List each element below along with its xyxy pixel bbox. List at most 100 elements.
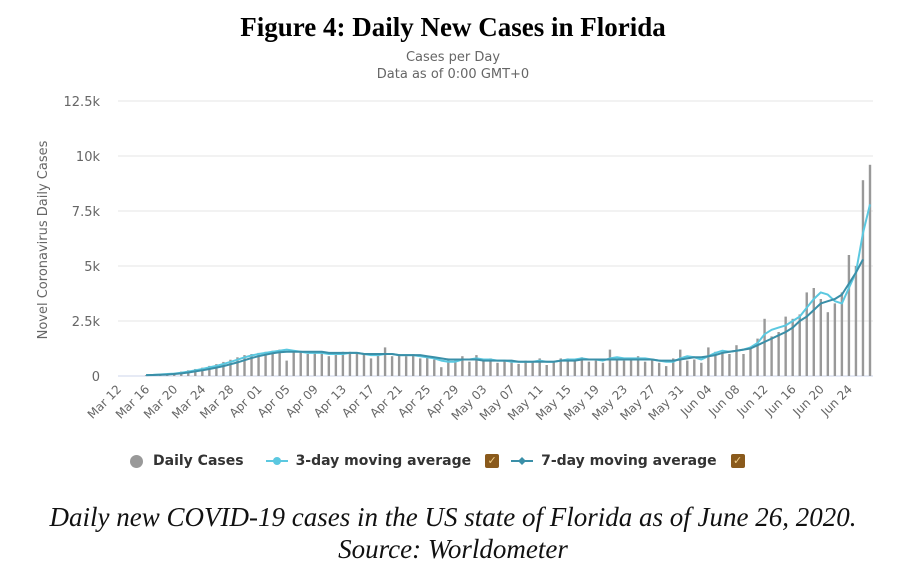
bar[interactable] [208, 365, 211, 376]
bar[interactable] [672, 358, 675, 376]
bar[interactable] [222, 361, 225, 376]
line-7day-moving-average[interactable] [146, 258, 864, 377]
bar[interactable] [426, 356, 429, 376]
bar[interactable] [503, 360, 506, 376]
bar[interactable] [693, 359, 696, 377]
bar[interactable] [236, 357, 239, 376]
legend-item-3day[interactable]: 3-day moving average [265, 453, 471, 469]
bar[interactable] [714, 351, 717, 376]
bar[interactable] [292, 351, 295, 376]
bar[interactable] [742, 354, 745, 376]
bar[interactable] [552, 361, 555, 376]
bar[interactable] [524, 360, 527, 376]
line-3day-moving-average[interactable] [146, 204, 871, 377]
bar[interactable] [770, 336, 773, 376]
bar[interactable] [664, 366, 668, 376]
bar[interactable] [355, 352, 359, 376]
bar[interactable] [594, 360, 598, 376]
bar[interactable] [749, 347, 752, 376]
bar[interactable] [362, 354, 366, 376]
bar[interactable] [531, 361, 534, 376]
bar[interactable] [250, 354, 253, 376]
bar[interactable] [306, 354, 309, 376]
bar[interactable] [376, 355, 380, 376]
bar[interactable] [257, 352, 260, 376]
bar[interactable] [573, 360, 577, 376]
legend-item-7day[interactable]: 7-day moving average [511, 453, 717, 469]
bar[interactable] [868, 164, 872, 376]
bar[interactable] [707, 347, 710, 376]
bar[interactable] [721, 351, 724, 376]
bar[interactable] [861, 180, 865, 376]
bar[interactable] [299, 351, 302, 376]
bar[interactable] [285, 360, 288, 376]
bar[interactable] [313, 352, 316, 376]
bar[interactable] [390, 356, 394, 376]
bar[interactable] [348, 351, 352, 376]
bar[interactable] [369, 358, 373, 376]
bar[interactable] [798, 314, 801, 376]
bar[interactable] [756, 338, 759, 376]
bar[interactable] [243, 355, 246, 376]
bar[interactable] [700, 362, 703, 376]
bar[interactable] [735, 345, 738, 376]
bar[interactable] [433, 359, 436, 377]
bar[interactable] [278, 349, 281, 376]
bar[interactable] [538, 358, 541, 376]
checkbox-7day-icon[interactable]: ✓ [730, 454, 745, 468]
bar[interactable] [411, 354, 415, 376]
bar[interactable] [728, 354, 731, 376]
bar[interactable] [566, 358, 569, 376]
bar[interactable] [517, 363, 520, 376]
bar[interactable] [840, 292, 844, 376]
bar[interactable] [194, 368, 197, 376]
bar[interactable] [545, 365, 548, 376]
bar[interactable] [833, 303, 837, 376]
bar[interactable] [763, 318, 766, 376]
bar[interactable] [615, 358, 619, 376]
bar[interactable] [482, 360, 485, 376]
bar[interactable] [580, 357, 584, 376]
bar[interactable] [819, 299, 823, 376]
bar[interactable] [643, 361, 647, 376]
bar[interactable] [826, 312, 830, 376]
checkbox-3day-icon[interactable]: ✓ [485, 454, 500, 468]
bar[interactable] [327, 356, 331, 376]
bar[interactable] [686, 360, 689, 376]
bar[interactable] [791, 318, 794, 376]
bar[interactable] [229, 359, 232, 376]
bar[interactable] [419, 358, 422, 376]
bar[interactable] [854, 266, 858, 376]
bar[interactable] [264, 351, 267, 376]
bar[interactable] [201, 367, 204, 376]
bar[interactable] [341, 351, 345, 376]
bar[interactable] [215, 364, 218, 376]
bar[interactable] [461, 356, 464, 376]
legend-item-daily-cases[interactable]: Daily Cases [130, 453, 244, 469]
bar[interactable] [271, 350, 274, 376]
bar[interactable] [650, 359, 654, 377]
bar[interactable] [587, 361, 591, 376]
bar[interactable] [496, 362, 499, 376]
bar[interactable] [468, 361, 471, 376]
bar[interactable] [440, 367, 443, 376]
bar[interactable] [334, 354, 338, 376]
bar[interactable] [657, 362, 661, 376]
bar[interactable] [320, 351, 324, 376]
bar[interactable] [608, 349, 612, 376]
bar[interactable] [447, 358, 450, 376]
bar[interactable] [629, 358, 633, 376]
bar[interactable] [559, 358, 562, 376]
bar[interactable] [777, 332, 780, 376]
bar[interactable] [383, 347, 387, 376]
bar[interactable] [847, 255, 851, 376]
bar[interactable] [812, 288, 815, 376]
bar[interactable] [636, 356, 640, 376]
bar[interactable] [510, 360, 513, 376]
bar[interactable] [397, 354, 401, 376]
bar[interactable] [784, 316, 787, 376]
bar[interactable] [679, 349, 682, 376]
bar[interactable] [601, 362, 605, 376]
bar[interactable] [489, 358, 492, 376]
bar[interactable] [475, 355, 478, 376]
